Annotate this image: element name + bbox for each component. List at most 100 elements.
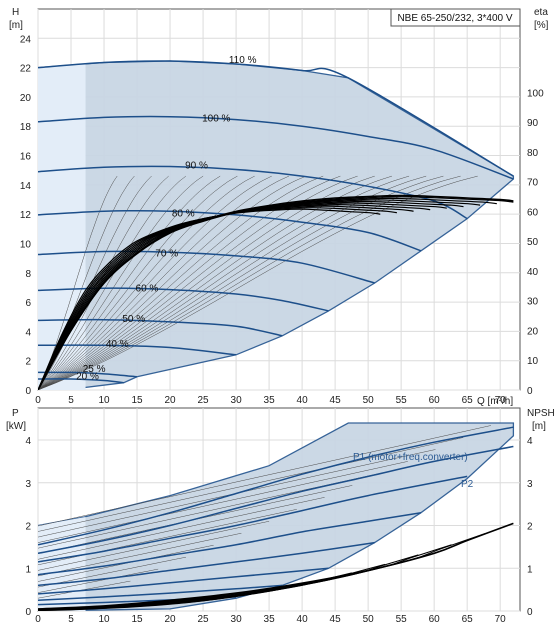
thin-system-curve: [38, 175, 187, 390]
head-curves: [38, 60, 514, 384]
eta-tick-label: 20: [527, 326, 539, 337]
eta-tick-label: 30: [527, 297, 539, 308]
thin-power-curve: [38, 497, 325, 560]
power-tick-label: 3: [25, 479, 31, 490]
flow-tick-label-bottom: 15: [131, 614, 143, 625]
head-curve: [38, 344, 237, 356]
thin-system-curve: [38, 175, 290, 390]
eta-tick-label: 90: [527, 118, 539, 129]
head-tick-label: 10: [20, 239, 32, 250]
flow-tick-label: 65: [462, 395, 474, 406]
curve-labels: 110 % 100 % 90 % 80 % 70 % 60 % 50 % 40 % 25 %20…: [76, 55, 256, 383]
curve-label: 40 %: [106, 339, 129, 350]
head-curve: [38, 378, 124, 384]
flow-tick-label-bottom: 70: [495, 614, 507, 625]
power-tick-label: 4: [25, 436, 31, 447]
thin-system-curve: [38, 175, 204, 390]
flow-tick-label-bottom: 0: [35, 614, 41, 625]
flow-tick-label-bottom: 30: [231, 614, 243, 625]
thin-system-curve: [38, 175, 255, 390]
eta-tick-label: 70: [527, 178, 539, 189]
eta-tick-label: 10: [527, 356, 539, 367]
thin-power-curve: [38, 532, 242, 577]
p2-series-label: P2: [461, 479, 474, 490]
head-tick-label: 12: [20, 210, 32, 221]
head-tick-label: 4: [25, 327, 31, 338]
curve-label: 80 %: [172, 209, 195, 220]
head-tick-label: 6: [25, 298, 31, 309]
flow-tick-label-bottom: 55: [396, 614, 408, 625]
head-curve: [38, 60, 514, 177]
curve-label: 70 %: [155, 248, 178, 259]
npsh-tick-label: 4: [527, 436, 533, 447]
head-curve: [38, 250, 375, 284]
curve-label: 50 %: [122, 314, 145, 325]
power-axis-unit: [kW]: [6, 421, 26, 432]
head-tick-label: 24: [20, 34, 32, 45]
flow-tick-label-bottom: 60: [429, 614, 441, 625]
head-tick-label: 0: [25, 386, 31, 397]
flow-tick-label-bottom: 5: [68, 614, 74, 625]
thin-system-curve: [38, 175, 272, 390]
npsh-tick-label: 2: [527, 522, 533, 533]
npsh-curves: [38, 522, 514, 611]
head-curve: [38, 210, 422, 252]
flow-tick-label-bottom: 10: [98, 614, 110, 625]
flow-tick-label: 15: [131, 395, 143, 406]
thin-power-curve: [38, 425, 491, 527]
eta-tick-label: 80: [527, 148, 539, 159]
power-axis-label: P: [12, 408, 19, 419]
thin-system-curve: [38, 175, 221, 390]
head-ticks: 0055101015152020252530303535404045455050…: [20, 34, 544, 625]
flow-tick-label: 0: [35, 395, 41, 406]
flow-axis-label: Q [m³/h]: [477, 396, 513, 407]
thin-power-curve: [38, 556, 186, 588]
npsh-tick-label: 3: [527, 479, 533, 490]
npsh-curve-main: [38, 522, 514, 610]
title-box: [390, 8, 521, 27]
thin-system-curve: [38, 175, 238, 390]
chart-title: NBE 65-250/232, 3*400 V: [397, 13, 512, 24]
flow-tick-label: 20: [164, 395, 176, 406]
efficiency-curves: [38, 194, 514, 390]
head-curve: [38, 115, 514, 180]
flow-tick-label-bottom: 25: [198, 614, 210, 625]
power-curve: [38, 584, 283, 602]
head-tick-label: 22: [20, 64, 32, 75]
eta-axis-label: eta: [534, 7, 548, 18]
power-curve: [38, 567, 329, 595]
curve-label: 60 %: [136, 283, 159, 294]
head-axis-unit: [m]: [9, 20, 23, 31]
flow-tick-label: 25: [198, 395, 210, 406]
npsh-tick-label: 0: [527, 607, 533, 618]
eta-axis-unit: [%]: [534, 20, 549, 31]
flow-tick-label-bottom: 45: [330, 614, 342, 625]
power-tick-label: 0: [25, 607, 31, 618]
npsh-tick-label: 1: [527, 564, 533, 575]
head-axis-label: H: [12, 7, 19, 18]
power-curve: [38, 541, 375, 587]
flow-tick-label: 45: [330, 395, 342, 406]
head-tick-label: 20: [20, 93, 32, 104]
power-ticks: 0 1 2 3 4 0 1 2 3 4: [25, 436, 533, 618]
flow-tick-label: 55: [396, 395, 408, 406]
flow-tick-label: 30: [231, 395, 243, 406]
head-curve: [38, 165, 468, 220]
flow-tick-label: 10: [98, 395, 110, 406]
thin-power-curve: [38, 437, 464, 532]
head-tick-label: 2: [25, 357, 31, 368]
eta-tick-label: 60: [527, 207, 539, 218]
power-tick-label: 1: [25, 564, 31, 575]
thin-power-curve: [38, 521, 270, 571]
head-tick-label: 8: [25, 269, 31, 280]
flow-tick-label: 60: [429, 395, 441, 406]
flow-tick-label: 50: [363, 395, 375, 406]
flow-tick-label-bottom: 20: [164, 614, 176, 625]
thin-system-curve: [38, 175, 341, 390]
flow-tick-label-bottom: 65: [462, 614, 474, 625]
eta-tick-label: 50: [527, 237, 539, 248]
flow-tick-label: 40: [297, 395, 309, 406]
eta-tick-label: 40: [527, 267, 539, 278]
thin-power-curve: [38, 580, 131, 599]
